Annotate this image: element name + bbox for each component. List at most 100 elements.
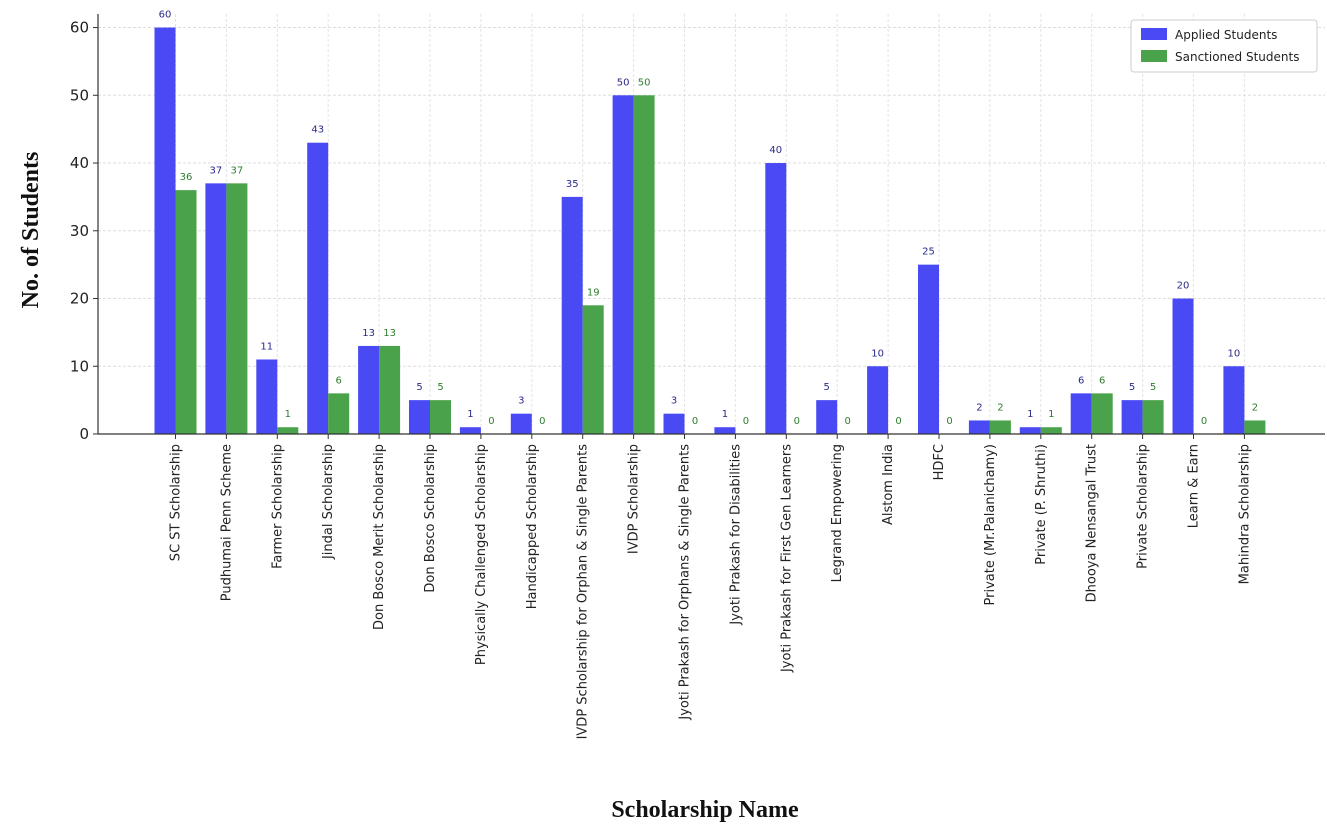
applied-bar bbox=[561, 196, 583, 434]
legend-label-applied: Applied Students bbox=[1175, 28, 1277, 42]
applied-bar bbox=[205, 183, 227, 434]
applied-value-label: 2 bbox=[976, 402, 982, 413]
data-labels: 6037114313513355031405102521652010363716… bbox=[159, 10, 1258, 427]
applied-value-label: 50 bbox=[617, 77, 630, 88]
bars bbox=[154, 27, 1266, 435]
sanctioned-value-label: 0 bbox=[794, 416, 800, 427]
sanctioned-value-label: 0 bbox=[845, 416, 851, 427]
applied-value-label: 60 bbox=[159, 10, 172, 21]
y-tick-label: 40 bbox=[70, 154, 89, 172]
x-axis-title: Scholarship Name bbox=[611, 797, 799, 823]
applied-value-label: 3 bbox=[671, 396, 677, 407]
sanctioned-value-label: 37 bbox=[231, 165, 244, 176]
applied-bar bbox=[714, 427, 736, 434]
sanctioned-bar bbox=[989, 420, 1011, 434]
sanctioned-bar bbox=[1040, 427, 1062, 434]
applied-value-label: 5 bbox=[416, 382, 422, 393]
applied-bar bbox=[918, 264, 939, 434]
applied-bar bbox=[1121, 400, 1143, 434]
applied-value-label: 1 bbox=[722, 409, 728, 420]
grid-lines bbox=[98, 14, 1325, 435]
x-tick-label: Farmer Scholarship bbox=[270, 444, 285, 569]
applied-bar bbox=[816, 400, 838, 434]
applied-value-label: 35 bbox=[566, 179, 579, 190]
sanctioned-value-label: 1 bbox=[1048, 409, 1054, 420]
x-tick-label: Legrand Empowering bbox=[830, 444, 845, 582]
sanctioned-bar bbox=[175, 190, 197, 434]
legend-frame bbox=[1130, 19, 1318, 73]
sanctioned-bar bbox=[582, 305, 604, 434]
applied-bar bbox=[154, 27, 176, 434]
x-tick-label: Alstom India bbox=[881, 444, 896, 525]
applied-bar bbox=[256, 359, 278, 434]
x-tick-label: Physically Challenged Scholarship bbox=[474, 444, 489, 665]
sanctioned-value-label: 50 bbox=[638, 77, 651, 88]
applied-value-label: 37 bbox=[210, 165, 223, 176]
sanctioned-bar bbox=[430, 400, 451, 434]
sanctioned-value-label: 0 bbox=[539, 416, 545, 427]
x-tick-label: Private (P. Shruthi) bbox=[1034, 444, 1049, 565]
sanctioned-value-label: 36 bbox=[180, 172, 193, 183]
applied-bar bbox=[1019, 427, 1041, 434]
x-tick-label: Jyoti Prakash for Orphans & Single Paren… bbox=[678, 444, 693, 721]
sanctioned-bar bbox=[1091, 393, 1113, 434]
applied-value-label: 10 bbox=[871, 348, 884, 359]
applied-bar bbox=[510, 413, 532, 434]
y-tick-label: 50 bbox=[70, 86, 89, 104]
x-tick-label: Jindal Scholarship bbox=[321, 444, 336, 560]
applied-value-label: 5 bbox=[1129, 382, 1135, 393]
axes bbox=[97, 14, 1325, 435]
applied-value-label: 20 bbox=[1177, 281, 1190, 292]
sanctioned-value-label: 0 bbox=[488, 416, 494, 427]
x-tick-label: Learn & Earn bbox=[1187, 444, 1202, 528]
applied-value-label: 1 bbox=[1027, 409, 1033, 420]
applied-bar bbox=[1223, 366, 1245, 434]
x-tick-label: HDFC bbox=[932, 444, 947, 480]
sanctioned-value-label: 6 bbox=[336, 375, 342, 386]
y-tick-label: 20 bbox=[70, 290, 89, 308]
legend-label-sanctioned: Sanctioned Students bbox=[1175, 50, 1299, 64]
x-tick-label: Private Scholarship bbox=[1136, 444, 1151, 569]
y-axis-title: No. of Students bbox=[18, 152, 44, 309]
sanctioned-bar bbox=[1244, 420, 1266, 434]
x-tick-label: IVDP Scholarship bbox=[627, 444, 642, 554]
sanctioned-bar bbox=[226, 183, 248, 434]
applied-bar bbox=[1070, 393, 1092, 434]
legend-swatch-sanctioned bbox=[1141, 50, 1167, 62]
applied-value-label: 25 bbox=[922, 247, 935, 258]
sanctioned-value-label: 6 bbox=[1099, 375, 1105, 386]
x-tick-label: IVDP Scholarship for Orphan & Single Par… bbox=[576, 444, 591, 740]
sanctioned-bar bbox=[1142, 400, 1164, 434]
applied-value-label: 13 bbox=[362, 328, 375, 339]
applied-bar bbox=[867, 366, 889, 434]
sanctioned-value-label: 13 bbox=[383, 328, 396, 339]
sanctioned-value-label: 2 bbox=[997, 402, 1003, 413]
x-tick-label: Don Bosco Scholarship bbox=[423, 444, 438, 593]
applied-value-label: 11 bbox=[260, 341, 273, 352]
applied-value-label: 1 bbox=[467, 409, 473, 420]
x-tick-label: Jyoti Prakash for First Gen Learners bbox=[779, 444, 794, 673]
sanctioned-value-label: 5 bbox=[1150, 382, 1156, 393]
y-tick-label: 60 bbox=[70, 19, 89, 37]
applied-bar bbox=[612, 95, 634, 435]
sanctioned-value-label: 0 bbox=[1201, 416, 1207, 427]
sanctioned-bar bbox=[379, 345, 401, 434]
sanctioned-bar bbox=[328, 393, 350, 434]
applied-bar bbox=[1172, 298, 1194, 434]
sanctioned-value-label: 0 bbox=[743, 416, 749, 427]
x-tick-label: Don Bosco Merit Scholarship bbox=[372, 444, 387, 630]
applied-value-label: 3 bbox=[518, 396, 524, 407]
applied-bar bbox=[765, 163, 787, 434]
y-tick-label: 30 bbox=[70, 222, 89, 240]
applied-bar bbox=[358, 345, 380, 434]
applied-value-label: 43 bbox=[311, 125, 324, 136]
sanctioned-value-label: 5 bbox=[437, 382, 443, 393]
applied-value-label: 5 bbox=[824, 382, 830, 393]
applied-value-label: 6 bbox=[1078, 375, 1084, 386]
y-tick-label: 10 bbox=[70, 357, 89, 375]
applied-bar bbox=[459, 427, 481, 434]
applied-bar bbox=[409, 400, 430, 434]
